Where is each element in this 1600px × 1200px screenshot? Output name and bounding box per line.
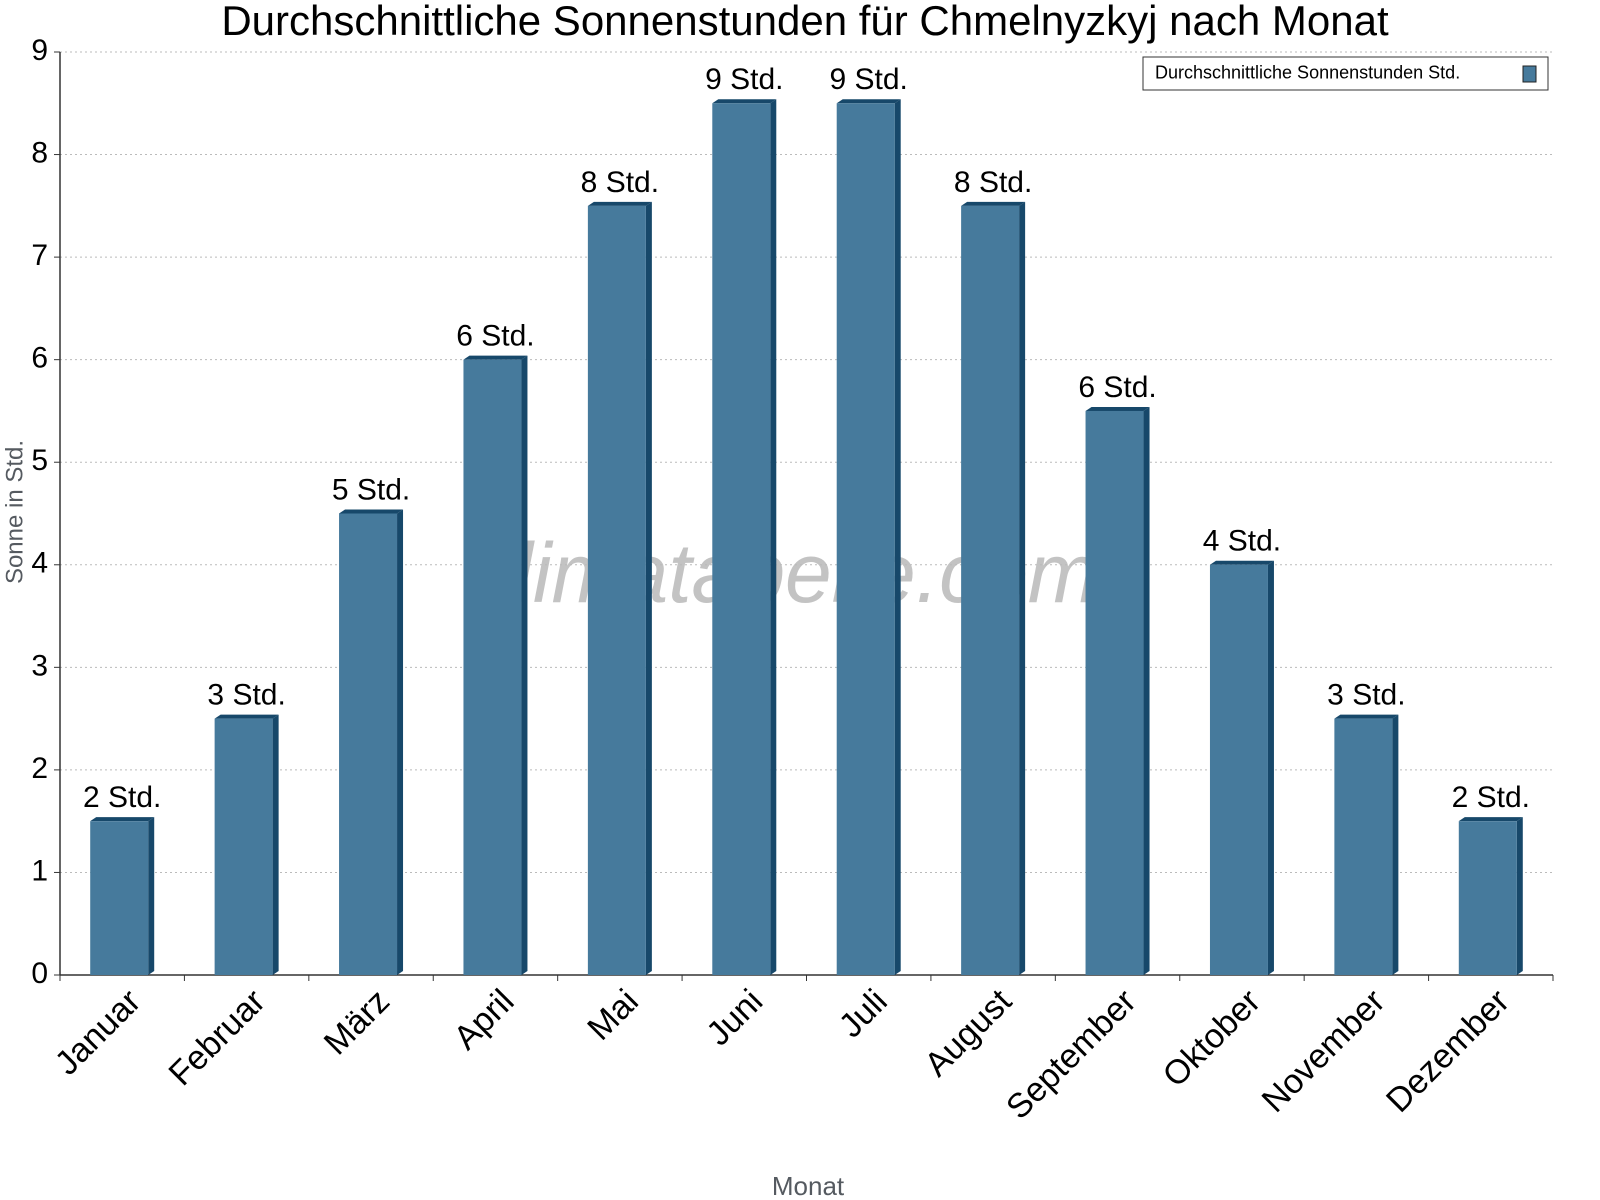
x-tick-label: November [1255, 982, 1393, 1120]
x-tick-label: Oktober [1156, 982, 1268, 1094]
value-label: 4 Std. [1203, 525, 1281, 558]
chart-title: Durchschnittliche Sonnenstunden für Chme… [221, 0, 1389, 44]
x-tick-label: September [999, 982, 1143, 1126]
legend-swatch [1522, 65, 1537, 83]
y-tick-label: 1 [31, 854, 48, 887]
value-label: 3 Std. [207, 679, 285, 712]
bar-top [587, 201, 652, 206]
bar [961, 205, 1020, 976]
bar-top [90, 817, 155, 822]
bar-top [339, 509, 404, 514]
bar [339, 513, 398, 975]
bar-side [1392, 714, 1399, 975]
legend-label: Durchschnittliche Sonnenstunden Std. [1155, 62, 1460, 82]
y-axis-label: Sonne in Std. [1, 440, 28, 584]
bar [1334, 718, 1393, 975]
bar-side [1019, 201, 1026, 976]
bar-side [1143, 406, 1150, 975]
bar [463, 359, 522, 976]
value-label: 8 Std. [954, 166, 1032, 199]
bar-side [1516, 817, 1523, 975]
bar [90, 821, 149, 975]
bar-side [645, 201, 652, 976]
bar [587, 205, 646, 976]
value-label: 9 Std. [705, 63, 783, 96]
bar-side [272, 714, 279, 975]
value-label: 9 Std. [830, 63, 908, 96]
y-tick-label: 6 [31, 342, 48, 375]
bar-top [1085, 406, 1150, 411]
value-label: 6 Std. [456, 320, 534, 353]
value-label: 2 Std. [1452, 781, 1530, 814]
bar-top [1209, 560, 1274, 565]
bar-side [397, 509, 404, 975]
x-tick-label: Februar [162, 982, 273, 1093]
bar-top [961, 201, 1026, 206]
y-tick-label: 7 [31, 239, 48, 272]
bar-top [1458, 817, 1523, 822]
bar-top [1334, 714, 1399, 719]
bar-side [1267, 560, 1274, 975]
x-tick-label: Juni [699, 982, 770, 1053]
bar [836, 103, 895, 976]
bar-side [894, 99, 901, 976]
bar-side [770, 99, 777, 976]
y-tick-label: 8 [31, 136, 48, 169]
bar-side [148, 817, 155, 975]
bar-top [214, 714, 279, 719]
legend-box [1142, 56, 1549, 91]
bar [214, 718, 273, 975]
bar [1458, 821, 1517, 975]
y-tick-label: 4 [31, 547, 48, 580]
y-tick-label: 0 [31, 957, 48, 990]
value-label: 3 Std. [1327, 679, 1405, 712]
value-label: 6 Std. [1078, 371, 1156, 404]
y-tick-label: 5 [31, 444, 48, 477]
value-label: 5 Std. [332, 473, 410, 506]
y-tick-label: 3 [31, 649, 48, 682]
x-tick-label: Juli [832, 982, 895, 1045]
x-tick-label: Januar [48, 982, 148, 1082]
bar [1085, 410, 1144, 975]
x-tick-label: Dezember [1379, 982, 1517, 1120]
bar-top [712, 99, 777, 104]
value-label: 8 Std. [581, 166, 659, 199]
x-tick-label: März [317, 982, 397, 1062]
bar [1209, 564, 1268, 975]
value-label: 2 Std. [83, 781, 161, 814]
bar [712, 103, 771, 976]
bar-top [836, 99, 901, 104]
bar-side [521, 355, 528, 976]
x-tick-label: April [446, 982, 521, 1057]
y-tick-label: 9 [31, 34, 48, 67]
x-tick-label: August [917, 982, 1019, 1084]
bar-top [463, 355, 528, 360]
x-axis-label: Monat [772, 1171, 845, 1200]
y-tick-label: 2 [31, 752, 48, 785]
x-tick-label: Mai [580, 982, 646, 1048]
